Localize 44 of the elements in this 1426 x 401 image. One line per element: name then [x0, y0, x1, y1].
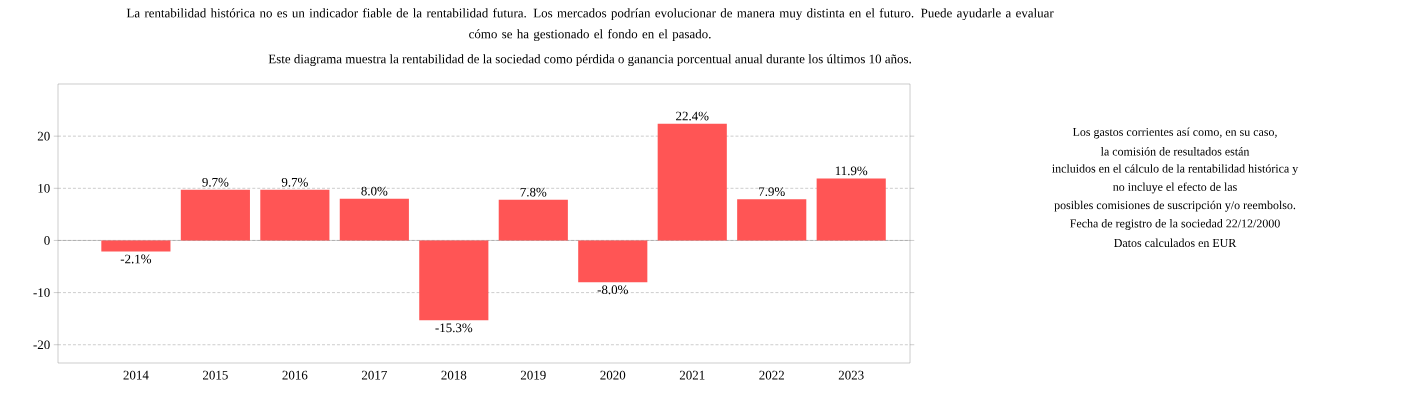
text: no incluye el efecto de las [1113, 182, 1237, 194]
y-tick-label: 10 [38, 183, 50, 193]
data-label: -15.3% [435, 323, 473, 333]
text: la comisión de resultados están [1100, 147, 1250, 156]
chart-subtitle: Este diagrama muestra la rentabilidad de la sociedad como pérdida o ganancia porcentual anual durante los últimos 10 años. [268, 54, 911, 66]
x-tick-label: 2014 [123, 370, 149, 380]
text: Los gastos corrientes así como, en su caso, [1072, 127, 1277, 139]
y-tick-label: 20 [37, 131, 50, 141]
bar [260, 189, 330, 241]
data-label: 22.4% [676, 111, 709, 121]
y-tick-label: -10 [33, 288, 50, 297]
x-tick-label: 2016 [282, 370, 308, 380]
data-label: 9.7% [281, 177, 308, 187]
x-tick-label: 2020 [600, 370, 626, 380]
x-tick-label: 2018 [441, 370, 467, 380]
text: Fecha de registro de la sociedad 22/12/2000 [1070, 219, 1280, 230]
bar [419, 240, 489, 321]
bar [101, 240, 171, 252]
x-tick-label: 2015 [202, 370, 228, 380]
data-label: 7.9% [759, 187, 785, 197]
bar [737, 199, 807, 241]
data-label: 9.7% [202, 177, 229, 187]
x-tick-label: 2022 [759, 370, 784, 380]
chart-title: La rentabilidad histórica no es un indicador fiable de la rentabilidad futura. Los mercados podrían evolucionar de manera muy distinta en el futuro. Puede ayudarle a evaluar cómo se ha gestionado el fondo en el pasado. [126, 8, 1054, 42]
data-label: 11.9% [835, 166, 868, 176]
bar [657, 123, 727, 241]
bar [816, 178, 886, 241]
x-tick-label: 2023 [838, 370, 864, 380]
data-label: 8.0% [361, 186, 388, 196]
bar [498, 199, 568, 241]
x-tick-label: 2019 [520, 370, 546, 380]
data-label: 7.8% [520, 187, 547, 197]
y-tick-label: -20 [33, 340, 50, 350]
y-tick-label: 0 [44, 236, 50, 245]
bar [339, 198, 409, 241]
data-label: -2.1% [120, 254, 152, 264]
x-tick-label: 2021 [679, 370, 705, 380]
text: posibles comisiones de suscripción y/o reembolso. [1054, 200, 1296, 212]
text: Datos calculados en EUR [1114, 238, 1237, 247]
bar [578, 240, 648, 283]
x-tick-label: 2017 [361, 370, 387, 380]
text: incluidos en el cálculo de la rentabilidad histórica y [1052, 164, 1299, 176]
data-label: -8.0% [597, 285, 628, 295]
bar [180, 189, 250, 241]
